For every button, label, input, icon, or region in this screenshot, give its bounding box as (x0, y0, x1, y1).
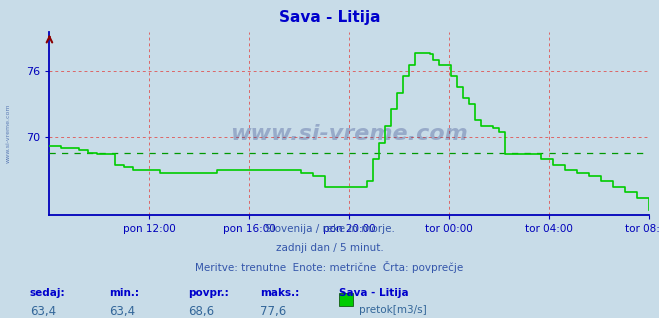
Text: Slovenija / reke in morje.: Slovenija / reke in morje. (264, 224, 395, 234)
Text: Sava - Litija: Sava - Litija (279, 10, 380, 24)
Text: 63,4: 63,4 (30, 305, 56, 318)
Text: sedaj:: sedaj: (30, 288, 65, 298)
Text: Meritve: trenutne  Enote: metrične  Črta: povprečje: Meritve: trenutne Enote: metrične Črta: … (195, 261, 464, 273)
Text: min.:: min.: (109, 288, 139, 298)
Text: 77,6: 77,6 (260, 305, 287, 318)
Text: maks.:: maks.: (260, 288, 300, 298)
Text: www.si-vreme.com: www.si-vreme.com (231, 124, 468, 144)
Text: 68,6: 68,6 (188, 305, 214, 318)
Text: pretok[m3/s]: pretok[m3/s] (359, 305, 427, 315)
Text: povpr.:: povpr.: (188, 288, 229, 298)
Text: zadnji dan / 5 minut.: zadnji dan / 5 minut. (275, 243, 384, 252)
Text: Sava - Litija: Sava - Litija (339, 288, 409, 298)
Text: www.si-vreme.com: www.si-vreme.com (5, 104, 11, 163)
Text: 63,4: 63,4 (109, 305, 135, 318)
